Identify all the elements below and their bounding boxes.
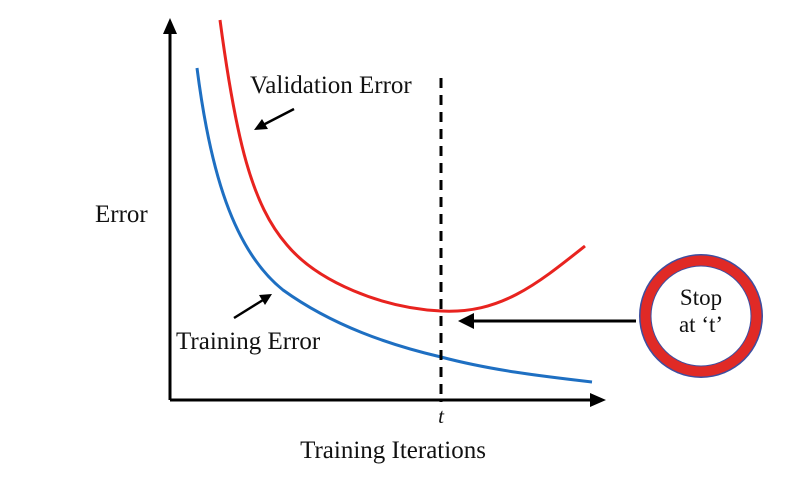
x-axis-label: Training Iterations bbox=[300, 437, 486, 464]
y-axis-arrowhead bbox=[163, 18, 177, 34]
stop-ring-inner bbox=[651, 266, 751, 366]
y-axis-label: Error bbox=[95, 201, 148, 228]
stop-badge: Stop at ‘t’ bbox=[639, 254, 763, 378]
validation-label-arrow bbox=[254, 107, 295, 130]
x-axis-arrowhead bbox=[590, 393, 606, 407]
stop-badge-line1: Stop bbox=[680, 285, 722, 310]
t-tick-label: t bbox=[438, 404, 445, 428]
stop-badge-line2: at ‘t’ bbox=[679, 312, 723, 337]
validation-error-curve bbox=[218, 19, 586, 313]
training-label-arrow bbox=[233, 294, 272, 320]
validation-error-label: Validation Error bbox=[250, 72, 412, 99]
stop-arrow bbox=[458, 313, 636, 329]
training-error-label: Training Error bbox=[176, 328, 321, 355]
axes bbox=[163, 18, 606, 407]
training-error-curve bbox=[195, 67, 593, 384]
